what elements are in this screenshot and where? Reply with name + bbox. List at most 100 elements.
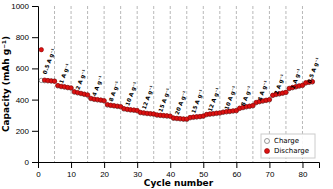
tick-mark bbox=[170, 162, 171, 168]
legend-item: Charge bbox=[265, 137, 300, 145]
marks bbox=[39, 6, 314, 162]
vertical-line bbox=[219, 6, 220, 162]
rate-label: 12 A g⁻¹ bbox=[141, 84, 156, 110]
y-axis: 0 200 400 600 800 1000 bbox=[11, 2, 38, 167]
tick-label: 10 bbox=[67, 170, 76, 179]
legend-item: Discharge bbox=[265, 147, 310, 155]
tick-mark bbox=[71, 162, 72, 168]
rate-label: 1 A g⁻¹ bbox=[58, 62, 72, 85]
tick-label: 400 bbox=[16, 96, 30, 105]
tick: 400 bbox=[16, 96, 38, 105]
tick-mark bbox=[32, 37, 38, 38]
tick: 200 bbox=[16, 127, 38, 136]
vertical-line bbox=[87, 6, 88, 162]
rate-label: 15 A g⁻¹ bbox=[190, 88, 205, 114]
tick-mark bbox=[137, 162, 138, 168]
rate-label: 1 A g⁻¹ bbox=[290, 67, 304, 90]
vertical-line bbox=[104, 6, 105, 162]
chart: 01020304050607080020040060080010000.5 A … bbox=[0, 0, 333, 189]
tick-label: 200 bbox=[16, 127, 30, 136]
point bbox=[251, 104, 255, 108]
y-axis-title: Capacity (mAh g⁻¹) bbox=[1, 36, 11, 132]
point bbox=[267, 97, 271, 101]
vertical-line bbox=[186, 6, 187, 162]
axis-line bbox=[32, 7, 39, 163]
tick-label: 60 bbox=[232, 170, 241, 179]
tick: 1000 bbox=[11, 2, 38, 11]
tick-mark bbox=[104, 162, 105, 168]
tick-mark bbox=[32, 131, 38, 132]
vertical-line bbox=[120, 6, 121, 162]
tick-label: 600 bbox=[16, 64, 30, 73]
rate-label: 2 A g⁻¹ bbox=[273, 73, 287, 96]
x-axis: 0 10 20 30 40 50 60 70 80 bbox=[36, 162, 319, 179]
vertical-line bbox=[71, 6, 72, 162]
tick-label: 30 bbox=[133, 170, 142, 179]
plot: 01020304050607080020040060080010000.5 A … bbox=[11, 2, 322, 179]
point bbox=[102, 98, 106, 102]
tick: 800 bbox=[16, 33, 38, 42]
axis-line bbox=[39, 163, 320, 169]
vertical-line bbox=[153, 6, 154, 162]
rate-label: 10 A g⁻¹ bbox=[124, 80, 139, 106]
tick-mark bbox=[32, 6, 38, 7]
tick-mark bbox=[32, 162, 38, 163]
rate-label: 10 A g⁻¹ bbox=[223, 84, 238, 110]
legend-label: Discharge bbox=[274, 147, 309, 155]
vertical-line bbox=[236, 6, 237, 162]
vertical-line bbox=[252, 6, 253, 162]
tick-mark bbox=[302, 162, 303, 168]
tick-label: 1000 bbox=[11, 2, 29, 11]
tick-label: 800 bbox=[16, 33, 30, 42]
tick-label: 20 bbox=[100, 170, 109, 179]
tick-mark bbox=[32, 100, 38, 101]
legend-box bbox=[261, 134, 315, 158]
x-axis-title: Cycle number bbox=[144, 178, 214, 188]
rate-label: 8 A g⁻¹ bbox=[108, 80, 122, 103]
legend-marker bbox=[265, 139, 270, 144]
tick-mark bbox=[203, 162, 204, 168]
tick: 10 bbox=[67, 162, 76, 179]
rate-label: 4 A g⁻¹ bbox=[256, 79, 270, 102]
tick-label: 80 bbox=[299, 170, 308, 179]
legend-marker bbox=[265, 149, 270, 154]
rate-label: 4 A g⁻¹ bbox=[91, 74, 105, 97]
tick: 60 bbox=[232, 162, 241, 179]
legend-label: Charge bbox=[274, 137, 299, 145]
tick: 20 bbox=[100, 162, 109, 179]
rate-label: 2 A g⁻¹ bbox=[75, 68, 89, 91]
vertical-line bbox=[54, 6, 55, 162]
point bbox=[69, 86, 73, 90]
tick-label: 0 bbox=[25, 158, 30, 167]
point bbox=[69, 86, 73, 90]
rate-label: 20 A g⁻¹ bbox=[174, 89, 189, 115]
tick: 30 bbox=[133, 162, 142, 179]
vertical-line bbox=[170, 6, 171, 162]
tick: 50 bbox=[199, 162, 208, 179]
point bbox=[52, 79, 56, 83]
tick-mark bbox=[32, 68, 38, 69]
legend: Charge Discharge bbox=[261, 134, 315, 158]
tick-mark bbox=[236, 162, 237, 168]
rate-label: 15 A g⁻¹ bbox=[157, 87, 172, 113]
series bbox=[39, 47, 314, 121]
annotations: 0.5 A g⁻¹1 A g⁻¹2 A g⁻¹4 A g⁻¹8 A g⁻¹10 … bbox=[42, 47, 323, 116]
tick: 70 bbox=[265, 162, 274, 179]
point bbox=[102, 99, 106, 103]
tick: 80 bbox=[299, 162, 308, 179]
point bbox=[284, 90, 288, 94]
tick: 0 bbox=[25, 158, 38, 167]
rate-label: 0.5 A g⁻¹ bbox=[306, 56, 322, 84]
rate-label: 8 A g⁻¹ bbox=[240, 84, 254, 107]
tick: 0 bbox=[36, 162, 41, 179]
tick: 600 bbox=[16, 64, 38, 73]
point bbox=[39, 47, 43, 51]
vertical-line bbox=[203, 6, 204, 162]
tick-mark bbox=[269, 162, 270, 168]
point bbox=[52, 79, 56, 83]
tick: 40 bbox=[166, 162, 175, 179]
rate-label: 12 A g⁻¹ bbox=[207, 86, 222, 112]
point bbox=[85, 93, 89, 97]
point bbox=[284, 90, 288, 94]
point bbox=[267, 98, 271, 102]
